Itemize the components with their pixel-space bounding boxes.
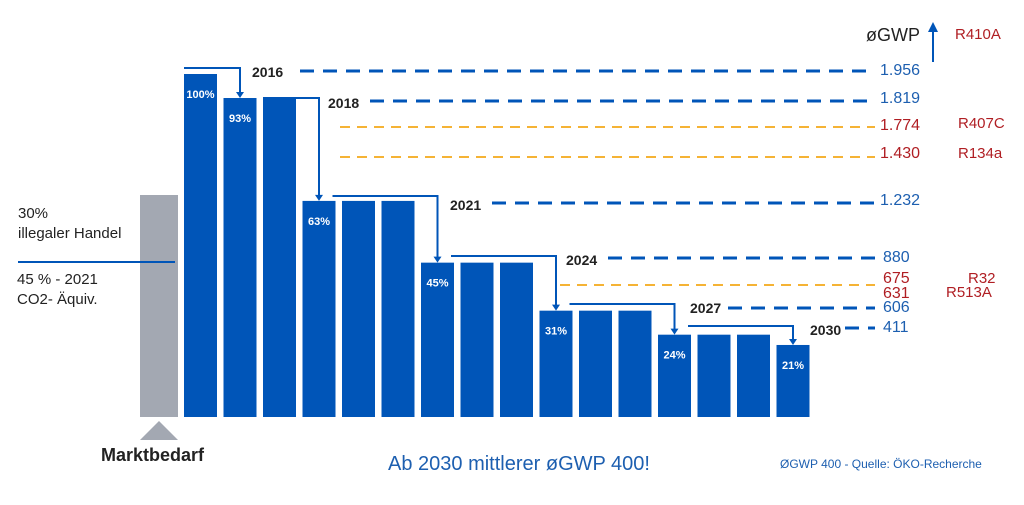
gwp-value-2018: 1.819 — [880, 90, 921, 107]
step-connector — [184, 67, 241, 94]
bar — [618, 310, 652, 417]
gwp-axis-label: øGWP — [866, 25, 920, 45]
year-label-2024: 2024 — [566, 252, 598, 268]
step-connector — [569, 303, 676, 330]
bar-data-label: 45% — [426, 278, 448, 290]
bar-data-label: 21% — [782, 360, 804, 372]
arrow-up-icon — [928, 22, 938, 32]
arrow-down-icon — [670, 328, 679, 335]
refrigerant-r513a: R513A — [946, 284, 992, 301]
bar — [342, 200, 375, 417]
market-demand-bar — [140, 195, 178, 417]
bar-data-label: 63% — [308, 216, 330, 228]
year-label-2027: 2027 — [690, 300, 722, 316]
gwp-value-r32: 675 — [883, 270, 910, 287]
illegal-trade-label: illegaler Handel — [18, 225, 122, 242]
bar — [381, 200, 415, 417]
step-connector — [451, 255, 557, 306]
bar — [697, 334, 731, 417]
bar — [184, 74, 217, 417]
gwp-value-2030: 411 — [883, 319, 909, 336]
year-label-2018: 2018 — [328, 95, 360, 111]
arrow-down-icon — [789, 338, 797, 345]
gwp-value-r407c: 1.774 — [880, 117, 921, 134]
step-connector — [263, 97, 320, 196]
refrigerant-r134a: R134a — [958, 145, 1003, 162]
bar — [500, 262, 533, 417]
gwp-value-r513a: 631 — [883, 285, 910, 302]
year-label-2016: 2016 — [252, 64, 284, 80]
refrigerant-r407c: R407C — [958, 115, 1005, 132]
arrow-down-icon — [236, 92, 244, 99]
bar-data-label: 100% — [186, 89, 214, 101]
gwp-value-2016: 1.956 — [880, 62, 921, 79]
bar — [776, 344, 810, 417]
bar-data-label: 24% — [663, 350, 685, 362]
year-label-2021: 2021 — [450, 197, 482, 213]
step-connector — [332, 195, 439, 258]
bar — [223, 98, 257, 417]
illegal-trade-percent: 30% — [18, 205, 49, 222]
refrigerant-r410a: R410A — [955, 26, 1001, 43]
bar — [737, 334, 770, 417]
arrow-down-icon — [315, 194, 323, 201]
year-label-2030: 2030 — [810, 322, 842, 338]
bar — [579, 310, 612, 417]
bar — [539, 310, 573, 417]
arrow-down-icon — [552, 304, 560, 311]
bar — [658, 334, 691, 417]
co2-equiv-label: CO2- Äquiv. — [17, 291, 98, 308]
market-demand-label: Marktbedarf — [101, 445, 205, 465]
refrigerant-r32: R32 — [968, 270, 996, 287]
gwp-value-2024: 880 — [883, 249, 910, 266]
step-connector — [688, 325, 794, 340]
bar — [460, 262, 494, 417]
arrow-down-icon — [433, 256, 442, 263]
gwp-value-r134a: 1.430 — [880, 145, 921, 162]
headline: Ab 2030 mittlerer øGWP 400! — [388, 453, 650, 475]
co2-reduction-label: 45 % - 2021 — [17, 271, 98, 288]
bar-data-label: 31% — [545, 326, 567, 338]
source-note: ØGWP 400 - Quelle: ÖKO-Recherche — [780, 457, 982, 471]
bar — [302, 200, 336, 417]
triangle-up-icon — [140, 421, 178, 440]
bar — [263, 98, 296, 417]
gwp-value-2027: 606 — [883, 299, 910, 316]
bar — [421, 262, 454, 417]
bar-data-label: 93% — [229, 113, 251, 125]
gwp-value-2021: 1.232 — [880, 192, 921, 209]
